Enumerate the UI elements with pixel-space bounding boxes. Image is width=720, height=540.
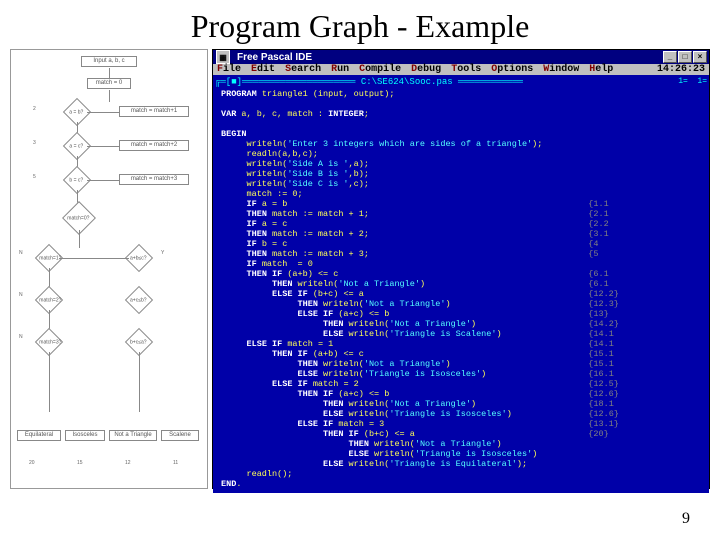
minimize-button[interactable]: _ [663, 51, 677, 63]
page-number: 9 [682, 510, 690, 528]
menu-window[interactable]: Window [543, 64, 579, 75]
cursor-position: 1= 1= [678, 77, 707, 87]
fc-a3: match = match+3 [119, 174, 189, 185]
ide-window: ▦ Free Pascal IDE _ □ × File Edit Search… [212, 49, 710, 489]
maximize-button[interactable]: □ [678, 51, 692, 63]
ide-frame: ╔═[■]═════════════════════ C:\SE624\Sooc… [213, 75, 709, 493]
menu-compile[interactable]: Compile [359, 64, 401, 75]
menubar: File Edit Search Run Compile Debug Tools… [213, 64, 709, 75]
flowchart-panel: Input a, b, c match = 0 a = b? match = m… [10, 49, 208, 489]
fc-sca: Scalene [161, 430, 199, 441]
fc-init: match = 0 [87, 78, 131, 89]
menu-file[interactable]: File [217, 64, 241, 75]
fc-d6: a+b≤c? [125, 244, 153, 272]
editor-header: ╔═[■]═════════════════════ C:\SE624\Sooc… [215, 77, 707, 87]
menu-options[interactable]: Options [491, 64, 533, 75]
fc-a1: match = match+1 [119, 106, 189, 117]
menu-search[interactable]: Search [285, 64, 321, 75]
content-area: Input a, b, c match = 0 a = b? match = m… [0, 49, 720, 489]
fc-d8: a+c≤b? [125, 286, 153, 314]
titlebar-text: Free Pascal IDE [233, 52, 663, 63]
code-editor[interactable]: PROGRAM triangle1 (input, output); VAR a… [215, 87, 707, 491]
menu-debug[interactable]: Debug [411, 64, 441, 75]
close-button[interactable]: × [693, 51, 707, 63]
fc-start: Input a, b, c [81, 56, 137, 67]
menu-edit[interactable]: Edit [251, 64, 275, 75]
clock: 14:26:23 [657, 64, 705, 75]
titlebar[interactable]: ▦ Free Pascal IDE _ □ × [213, 50, 709, 64]
fc-eq: Equilateral [17, 430, 61, 441]
fc-a2: match = match+2 [119, 140, 189, 151]
menu-tools[interactable]: Tools [451, 64, 481, 75]
file-path: C:\SE624\Sooc.pas [361, 77, 453, 87]
fc-iso: Isosceles [65, 430, 105, 441]
app-icon: ▦ [216, 50, 230, 64]
menu-run[interactable]: Run [331, 64, 349, 75]
fc-not: Not a Triangle [109, 430, 157, 441]
menu-help[interactable]: Help [589, 64, 613, 75]
slide-title: Program Graph - Example [0, 0, 720, 49]
